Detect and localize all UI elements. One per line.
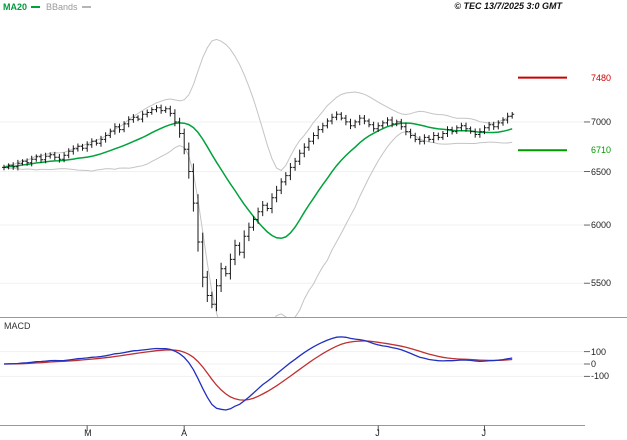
macd-tick-0: 100 xyxy=(591,346,607,357)
price-level-resistance: 7480 xyxy=(591,72,612,83)
ma20-line-swatch xyxy=(31,5,41,8)
price-tick-0: 7000 xyxy=(591,116,612,127)
legend-bbands-label: BBands xyxy=(46,2,78,12)
price-tick-1: 6500 xyxy=(591,166,612,177)
price-level-support: 6710 xyxy=(591,145,612,156)
copyright-stamp: © TEC 13/7/2025 3:0 GMT xyxy=(454,1,562,11)
macd-tick-2: -100 xyxy=(591,371,610,382)
x-axis-label-3: J xyxy=(481,428,486,438)
x-axis-label-2: J xyxy=(375,428,380,438)
legend: MA20 BBands xyxy=(3,1,97,13)
price-tick-2: 6000 xyxy=(591,220,612,231)
legend-ma20-label: MA20 xyxy=(3,2,28,12)
price-tick-3: 5500 xyxy=(591,278,612,289)
x-axis-label-1: A xyxy=(181,428,188,438)
x-axis-label-0: M xyxy=(84,428,92,438)
bbands-line-swatch xyxy=(81,5,91,8)
macd-pane-label: MACD xyxy=(4,321,31,331)
macd-tick-1: 0 xyxy=(591,359,597,369)
